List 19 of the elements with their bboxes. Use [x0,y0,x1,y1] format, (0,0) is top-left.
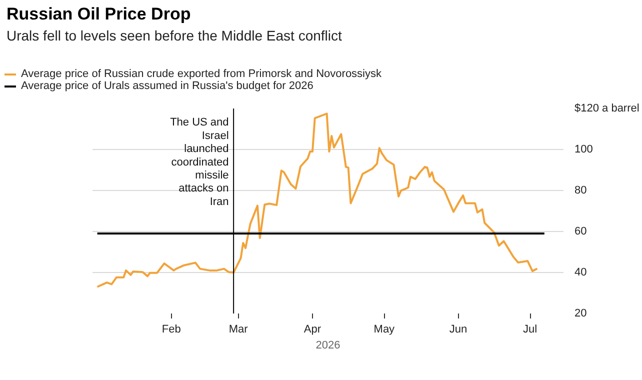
x-tick-label: May [374,324,396,336]
chart-subtitle: Urals fell to levels seen before the Middle East conflict [6,28,342,44]
legend-label: Average price of Russian crude exported from Primorsk and Novorossiysk [21,68,382,80]
x-tick-label: Apr [304,324,322,336]
y-tick-label: 80 [574,184,587,196]
x-tick-label: Jun [449,324,468,336]
x-axis-title: 2026 [316,340,340,352]
x-tick-label: Jul [522,324,538,336]
y-tick-label: 60 [574,226,587,238]
y-tick-label: 40 [574,266,587,278]
x-tick-label: Feb [162,324,181,336]
y-tick-label: 100 [574,144,593,156]
legend-label: Average price of Urals assumed in Russia's budget for 2026 [21,80,314,92]
x-tick-label: Mar [228,324,248,336]
y-tick-label: 20 [574,308,587,320]
ref-line-label: The US and Israel launched coordinated missile attacks on Iran [170,116,229,208]
y-tick-label: $120 a barrel [574,102,640,114]
chart-title: Russian Oil Price Drop [6,4,191,24]
line-series [96,112,538,288]
